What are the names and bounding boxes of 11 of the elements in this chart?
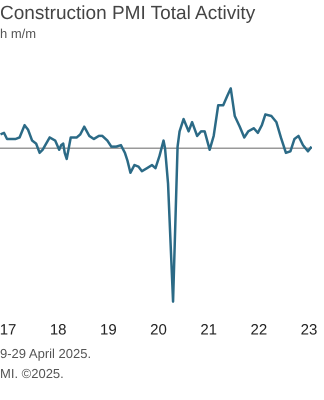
x-tick-label: 23 xyxy=(300,322,318,339)
x-tick-label: 22 xyxy=(250,322,268,339)
text: 9-29 April 2025. xyxy=(0,345,92,363)
x-tick-label: 17 xyxy=(0,322,16,339)
x-tick-label: 20 xyxy=(150,322,167,339)
text: MI. ©2025. xyxy=(0,365,65,383)
x-tick-label: 19 xyxy=(100,322,117,339)
chart-title: Construction PMI Total Activity xyxy=(0,2,256,26)
x-tick-label: 18 xyxy=(50,322,67,339)
chart-subtitle: h m/m xyxy=(0,26,38,42)
x-tick-label: 21 xyxy=(200,322,218,339)
